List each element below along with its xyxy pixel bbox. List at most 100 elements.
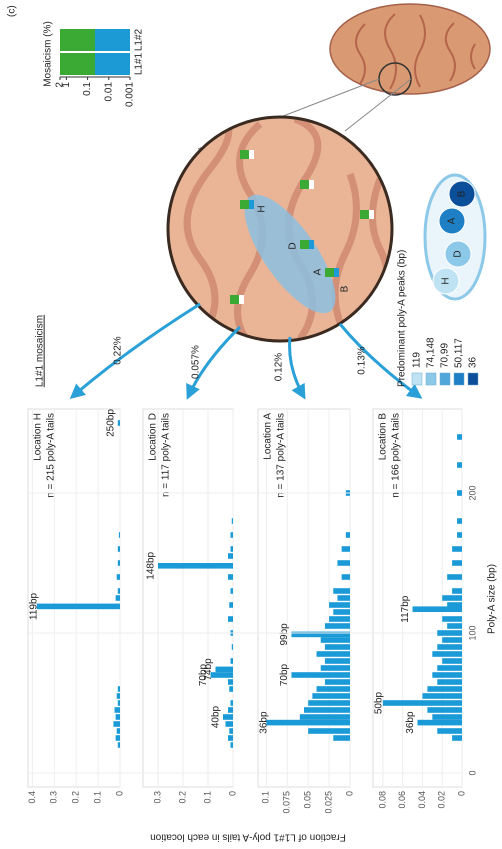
legend-tick-label: 0.01 — [103, 82, 114, 102]
bar — [437, 644, 462, 650]
panel-title: Location A — [263, 413, 274, 460]
bar — [291, 672, 351, 678]
bar — [432, 651, 463, 657]
bar — [114, 707, 121, 713]
bar — [457, 490, 462, 496]
bar — [117, 588, 121, 594]
annotation: 70bp — [198, 663, 209, 686]
bar — [437, 630, 462, 636]
y-tick-label: 0.3 — [152, 791, 162, 804]
panel-frame — [27, 408, 121, 788]
legend-blue — [95, 53, 130, 75]
blob-label: B — [457, 190, 468, 197]
arrow-label: 0.057% — [191, 345, 202, 379]
bar — [457, 434, 462, 440]
y-tick-label: 0 — [227, 791, 237, 796]
y-tick-label: 0 — [456, 791, 466, 796]
bar — [230, 532, 233, 538]
legend-tick-label: 0.001 — [125, 82, 136, 107]
y-tick-label: 0.08 — [377, 791, 387, 809]
legend-tick-label: 1 — [61, 82, 72, 88]
legend-label: 74,148 — [426, 337, 437, 368]
bar — [442, 595, 463, 601]
x-tick-label: 200 — [467, 485, 477, 500]
bar — [427, 686, 462, 692]
y-tick-label: 0.1 — [92, 791, 102, 804]
bar — [113, 721, 121, 727]
panel-frame — [142, 408, 234, 788]
annotation: 36bp — [259, 711, 270, 734]
bar — [117, 546, 121, 552]
bar — [345, 532, 350, 538]
bar — [432, 672, 463, 678]
panel-subtitle: n = 166 poly-A tails — [391, 413, 402, 498]
blob-label: D — [453, 250, 464, 257]
bar — [432, 714, 463, 720]
bar — [324, 679, 350, 685]
bar — [427, 707, 462, 713]
bar — [308, 728, 351, 734]
bar — [382, 700, 462, 706]
bar — [442, 658, 463, 664]
bar — [329, 616, 351, 622]
y-tick-label: 0.05 — [303, 791, 313, 809]
legend-label: 50,117 — [454, 338, 465, 368]
annotation: 50bp — [374, 691, 385, 714]
bar — [158, 563, 233, 569]
bar — [116, 693, 121, 699]
bar — [452, 735, 463, 741]
y-tick-label: 0.2 — [177, 791, 187, 804]
panel-subtitle: n = 117 poly-A tails — [161, 413, 172, 497]
arrow — [338, 323, 423, 399]
legend-swatch — [453, 372, 465, 386]
bar — [230, 742, 233, 748]
x-tick-label: 100 — [467, 625, 477, 640]
panel-title: Location D — [148, 413, 159, 461]
panel-title: Location H — [33, 413, 44, 461]
bar — [324, 658, 350, 664]
bar — [337, 595, 351, 601]
bar — [452, 588, 463, 594]
bar — [452, 546, 463, 552]
annotation: 74bp — [203, 658, 214, 681]
bar — [447, 602, 462, 608]
y-tick-label: 0.06 — [397, 791, 407, 809]
y-tick-label: 0 — [114, 791, 124, 796]
y-tick-label: 0.1 — [202, 791, 212, 804]
annotation: 148bp — [146, 551, 157, 579]
legend-swatch — [467, 372, 479, 386]
bar — [333, 609, 351, 615]
bar — [117, 420, 121, 426]
legend-column: L1#1 — [134, 52, 145, 75]
bar — [447, 623, 462, 629]
y-tick-label: 0.3 — [49, 791, 59, 804]
bar — [223, 714, 233, 720]
bar — [457, 532, 462, 538]
annotation: 119bp — [29, 592, 40, 620]
bar — [442, 616, 463, 622]
zoom-label: D — [288, 242, 299, 249]
annotation: 117bp — [400, 595, 411, 623]
bar — [304, 707, 350, 713]
legend-label: 119 — [412, 352, 423, 368]
bar — [320, 665, 350, 671]
bar — [324, 644, 350, 650]
bar — [228, 707, 233, 713]
bar — [437, 665, 462, 671]
y-tick-label: 0.4 — [27, 791, 37, 804]
bar — [117, 560, 121, 566]
x-axis-label: Poly-A size (bp) — [487, 564, 498, 634]
panel-label: (c) — [7, 5, 18, 17]
bar — [333, 735, 351, 741]
bar — [452, 560, 463, 566]
legend-title: Mosaicism (%) — [43, 21, 54, 87]
bar — [422, 693, 463, 699]
bar — [308, 700, 351, 706]
bar — [316, 686, 350, 692]
legend-label: 70,99 — [440, 343, 451, 368]
zoom-label: A — [313, 268, 324, 275]
bar — [225, 721, 233, 727]
legend-swatch — [411, 372, 423, 386]
legend-green — [60, 53, 95, 75]
